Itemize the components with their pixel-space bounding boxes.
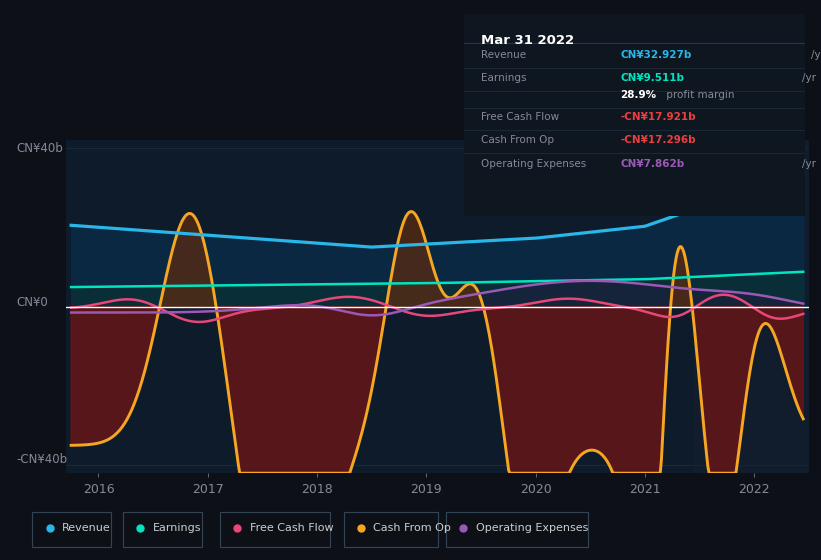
Text: Revenue: Revenue [481, 50, 526, 60]
Text: Earnings: Earnings [153, 523, 201, 533]
Text: -CN¥40b: -CN¥40b [16, 452, 67, 466]
Text: CN¥32.927b: CN¥32.927b [621, 50, 692, 60]
Text: Revenue: Revenue [62, 523, 111, 533]
Text: CN¥7.862b: CN¥7.862b [621, 159, 685, 169]
Text: Operating Expenses: Operating Expenses [476, 523, 589, 533]
Text: Cash From Op: Cash From Op [481, 135, 554, 145]
Text: /yr: /yr [802, 72, 816, 82]
Text: profit margin: profit margin [663, 90, 735, 100]
Text: Earnings: Earnings [481, 72, 526, 82]
Text: CN¥9.511b: CN¥9.511b [621, 72, 685, 82]
Text: 28.9%: 28.9% [621, 90, 657, 100]
Text: /yr: /yr [802, 159, 816, 169]
Bar [220, 512, 330, 547]
Text: -CN¥17.296b: -CN¥17.296b [621, 135, 696, 145]
Text: /yr: /yr [811, 50, 821, 60]
Text: CN¥40b: CN¥40b [16, 142, 63, 155]
Bar [694, 140, 809, 473]
Text: -CN¥17.921b: -CN¥17.921b [621, 112, 696, 122]
Text: CN¥0: CN¥0 [16, 296, 48, 309]
Bar [446, 512, 588, 547]
Bar [343, 512, 438, 547]
Text: Cash From Op: Cash From Op [374, 523, 452, 533]
Bar [32, 512, 111, 547]
Text: Mar 31 2022: Mar 31 2022 [481, 34, 574, 47]
Bar [123, 512, 202, 547]
Text: Operating Expenses: Operating Expenses [481, 159, 586, 169]
Text: Free Cash Flow: Free Cash Flow [481, 112, 559, 122]
Text: Free Cash Flow: Free Cash Flow [250, 523, 333, 533]
